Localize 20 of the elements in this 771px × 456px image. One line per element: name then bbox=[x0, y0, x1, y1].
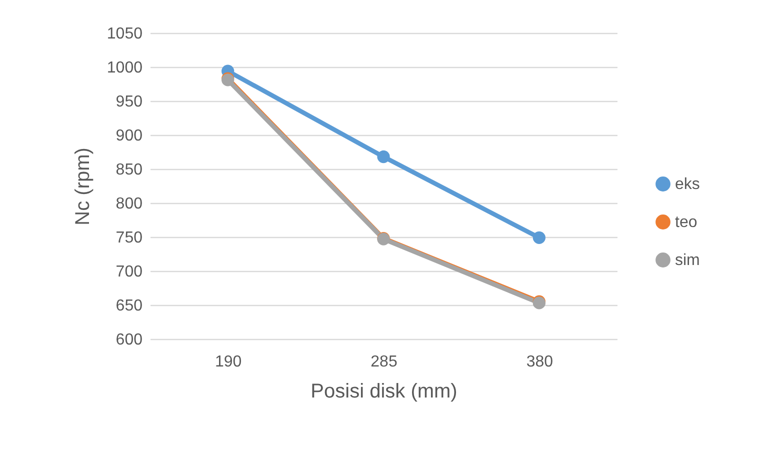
x-tick-label: 190 bbox=[214, 354, 242, 370]
x-tick-label: 285 bbox=[370, 354, 398, 370]
point bbox=[532, 231, 546, 244]
x-axis-title: Posisi disk (mm) bbox=[310, 380, 458, 402]
point bbox=[377, 150, 390, 164]
y-tick-label: 1050 bbox=[106, 26, 143, 42]
legend-label: eks bbox=[675, 176, 700, 193]
y-tick-label: 650 bbox=[116, 298, 143, 314]
legend-label: sim bbox=[675, 252, 700, 269]
y-tick-label: 950 bbox=[116, 94, 143, 110]
y-tick-label: 750 bbox=[116, 230, 143, 246]
y-tick-label: 850 bbox=[116, 162, 143, 178]
legend-label: teo bbox=[675, 214, 698, 231]
y-tick-label: 1000 bbox=[106, 60, 143, 76]
y-tick-label: 900 bbox=[116, 128, 143, 144]
y-tick-label: 700 bbox=[116, 264, 143, 280]
y-tick-label: 800 bbox=[116, 196, 143, 212]
x-tick-label: 380 bbox=[526, 354, 554, 370]
y-axis-title: Nc (rpm) bbox=[72, 148, 94, 226]
y-tick-label: 600 bbox=[116, 332, 143, 348]
